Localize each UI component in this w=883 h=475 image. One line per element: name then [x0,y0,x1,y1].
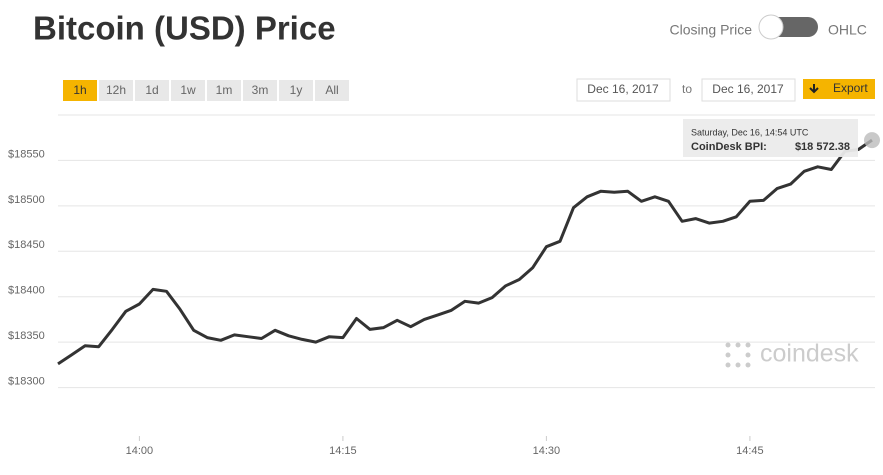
tooltip-label: CoinDesk BPI: [691,141,767,153]
range-label: All [325,83,338,97]
date-to: Dec 16, 2017 [712,82,784,96]
watermark: coindesk [725,340,859,368]
y-tick-label: $18400 [8,285,45,297]
range-button[interactable] [63,80,97,101]
tooltip: Saturday, Dec 16, 14:54 UTC CoinDesk BPI:… [683,119,858,157]
x-tick-label: 14:00 [126,445,154,457]
watermark-text: coindesk [760,340,859,368]
range-button[interactable] [315,80,349,101]
date-from: Dec 16, 2017 [587,82,659,96]
range-button[interactable] [243,80,277,101]
export-label: Export [833,81,868,95]
toggle-left-label[interactable]: Closing Price [670,22,753,38]
range-button[interactable] [99,80,133,101]
hover-marker [864,132,880,149]
export-button[interactable] [803,79,875,99]
price-line [57,138,873,366]
toggle-right-label[interactable]: OHLC [828,22,867,38]
range-button[interactable] [207,80,241,101]
tooltip-value: $18 572.38 [795,141,850,153]
tooltip-date: Saturday, Dec 16, 14:54 UTC [691,127,809,137]
title: Bitcoin (USD) Price [33,10,336,47]
date-from-input[interactable] [576,78,671,102]
tooltip-box [683,119,858,157]
y-tick-label: $18350 [8,330,45,342]
range-label: 3m [252,83,269,97]
range-button[interactable] [135,80,169,101]
y-tick-label: $18300 [8,375,45,387]
toggle-knob [758,14,784,40]
range-label: 1y [290,83,303,97]
range-label: 1m [216,83,233,97]
y-tick-label: $18550 [8,148,45,160]
y-tick-label: $18450 [8,239,45,251]
x-tick-label: 14:45 [736,445,764,457]
range-label: 12h [106,83,126,97]
x-tick-label: 14:30 [533,445,561,457]
range-label: 1d [145,83,158,97]
range-label: 1w [180,83,196,97]
date-to-input[interactable] [701,78,796,102]
export-icon [809,84,819,94]
range-button[interactable] [171,80,205,101]
range-button[interactable] [279,80,313,101]
x-tick-label: 14:15 [329,445,357,457]
to-label: to [682,82,692,96]
y-tick-label: $18500 [8,194,45,206]
range-label: 1h [73,83,86,97]
